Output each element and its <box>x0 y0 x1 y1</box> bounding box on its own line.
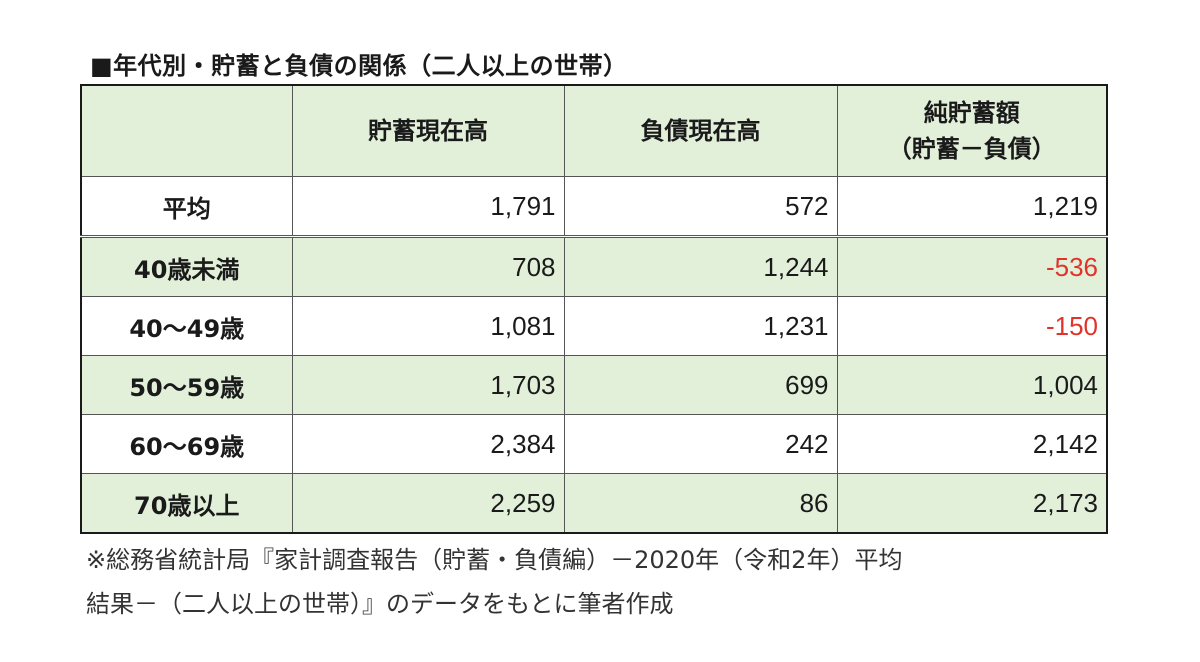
debt-cell: 572 <box>563 176 838 238</box>
header-corner <box>80 84 293 177</box>
net-cell: 2,142 <box>836 414 1108 474</box>
savings-cell: 2,384 <box>291 414 565 474</box>
savings-cell: 1,791 <box>291 176 565 238</box>
header-savings: 貯蓄現在高 <box>291 84 565 177</box>
table-row: 平均 1,791 572 1,219 <box>80 176 1108 238</box>
table-row: 70歳以上 2,259 86 2,173 <box>80 473 1108 534</box>
table-row: 40～49歳 1,081 1,231 -150 <box>80 296 1108 356</box>
header-net-savings-line2: （貯蓄－負債） <box>887 135 1056 163</box>
savings-debt-table: 貯蓄現在高 負債現在高 純貯蓄額 （貯蓄－負債） 平均 1,791 572 1,… <box>80 84 1108 534</box>
net-cell-negative: -150 <box>836 296 1108 356</box>
debt-cell: 1,231 <box>563 296 838 356</box>
row-label: 50～59歳 <box>80 355 293 415</box>
table-row: 40歳未満 708 1,244 -536 <box>80 236 1108 297</box>
header-net-savings-line1: 純貯蓄額 <box>923 99 1020 127</box>
savings-cell: 1,081 <box>291 296 565 356</box>
savings-cell: 708 <box>291 236 565 297</box>
debt-cell: 242 <box>563 414 838 474</box>
header-debt: 負債現在高 <box>563 84 838 177</box>
net-cell: 1,219 <box>836 176 1108 238</box>
table-title: ■年代別・貯蓄と負債の関係（二人以上の世帯） <box>90 52 628 80</box>
net-cell: 1,004 <box>836 355 1108 415</box>
table-row: 50～59歳 1,703 699 1,004 <box>80 355 1108 415</box>
savings-cell: 2,259 <box>291 473 565 534</box>
source-note-line2: 結果－（二人以上の世帯）』のデータをもとに筆者作成 <box>86 590 674 618</box>
header-row: 貯蓄現在高 負債現在高 純貯蓄額 （貯蓄－負債） <box>80 84 1108 177</box>
debt-cell: 86 <box>563 473 838 534</box>
table-row: 60～69歳 2,384 242 2,142 <box>80 414 1108 474</box>
row-label: 平均 <box>80 176 293 238</box>
row-label: 60～69歳 <box>80 414 293 474</box>
row-label: 40～49歳 <box>80 296 293 356</box>
savings-cell: 1,703 <box>291 355 565 415</box>
source-note: ※総務省統計局『家計調査報告（貯蓄・負債編）－2020年（令和2年）平均 結果－… <box>86 538 902 626</box>
header-net-savings: 純貯蓄額 （貯蓄－負債） <box>836 84 1108 177</box>
source-note-line1: ※総務省統計局『家計調査報告（貯蓄・負債編）－2020年（令和2年）平均 <box>86 546 903 574</box>
debt-cell: 1,244 <box>563 236 838 297</box>
debt-cell: 699 <box>563 355 838 415</box>
row-label: 70歳以上 <box>80 473 293 534</box>
row-label: 40歳未満 <box>80 236 293 297</box>
net-cell-negative: -536 <box>836 236 1108 297</box>
net-cell: 2,173 <box>836 473 1108 534</box>
